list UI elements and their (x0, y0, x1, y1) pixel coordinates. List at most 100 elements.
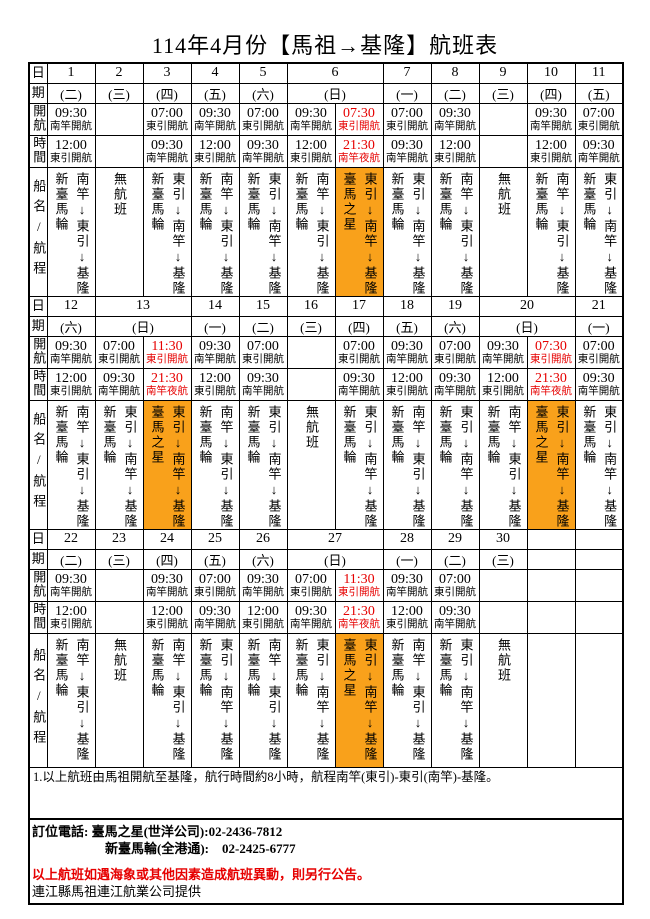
weekday-cell: (五) (574, 82, 624, 104)
departure-time: 12:00 (199, 370, 231, 386)
departure-time: 12:00 (391, 603, 423, 619)
row-label-time-bottom: 時間 (28, 600, 48, 634)
weekday-cell: (二) (46, 82, 96, 104)
departure-port: 東引開航 (577, 353, 620, 365)
departure-time-cell: 09:30 南竿開航 (190, 102, 240, 136)
ship-name: 新臺馬輪 (341, 404, 357, 465)
departure-time: 12:00 (199, 137, 231, 153)
route-text: 東引↓南竿↓基隆 (362, 637, 378, 762)
weekday-cell (574, 548, 624, 570)
departure-port: 南竿開航 (386, 353, 428, 365)
departure-time-cell: 09:30 南竿開航 (382, 568, 432, 602)
departure-time-cell: 07:30 東引開航 (526, 335, 576, 369)
departure-time-cell: 07:00 東引開航 (286, 568, 336, 602)
ship-name: 新臺馬輪 (197, 404, 213, 465)
row-label-time-top-text: 開航 (31, 569, 47, 598)
departure-time: 09:30 (391, 137, 423, 153)
departure-time-cell: 09:30 南竿開航 (46, 335, 96, 369)
ship-route-wrap: 新臺馬輪 南竿↓東引↓基隆 (432, 171, 478, 296)
row-label-time-bottom-text: 時間 (31, 601, 47, 630)
empty-cell (574, 568, 624, 602)
departure-time: 21:30 (535, 370, 567, 386)
empty-cell (94, 134, 144, 168)
row-label-date-top: 日 (28, 295, 48, 317)
departure-port: 南竿開航 (50, 120, 92, 132)
departure-time-cell: 11:30 東引開航 (142, 335, 192, 369)
departure-time: 07:00 (582, 338, 615, 354)
ship-route-wrap: 新臺馬輪 南竿↓東引↓基隆 (192, 172, 238, 296)
departure-time: 12:00 (55, 137, 87, 153)
ship-route-wrap: 新臺馬輪 南竿↓東引↓基隆 (48, 638, 94, 762)
departure-time: 09:30 (55, 105, 87, 121)
day-number-cell: 7 (382, 62, 432, 84)
departure-port: 東引開航 (290, 152, 332, 164)
ship-route-wrap: 新臺馬輪 東引↓南竿↓基隆 (432, 638, 478, 762)
departure-port: 南竿開航 (194, 618, 236, 630)
row-label-time-top-text: 開航 (31, 336, 47, 365)
departure-time: 09:30 (582, 137, 615, 153)
weekday-cell: (二) (430, 82, 480, 104)
day-number-cell: 23 (94, 528, 144, 550)
day-number-cell: 28 (382, 528, 432, 550)
departure-port: 東引開航 (530, 353, 572, 365)
departure-time: 09:30 (199, 338, 231, 354)
ship-name: 新臺馬輪 (149, 171, 165, 232)
departure-time-cell: 12:00 東引開航 (526, 134, 576, 168)
departure-time: 07:00 (247, 338, 279, 354)
ship-name: 新臺馬輪 (389, 637, 405, 698)
weekday-cell: (日) (478, 315, 576, 337)
week-section-3: 日 22 23 24 25 26 27 28 29 30 期 (二) (三) (四) (五) (六) (日) (一… (28, 528, 624, 768)
route-text: 東引↓南竿↓基隆 (602, 404, 618, 529)
route-text: 東引↓南竿↓基隆 (362, 171, 378, 296)
day-number-cell: 20 (478, 295, 576, 317)
departure-port: 東引開航 (146, 618, 188, 630)
ship-route-wrap: 新臺馬輪 東引↓南竿↓基隆 (576, 171, 622, 296)
departure-time-cell: 12:00 東引開航 (382, 600, 432, 634)
day-number-cell: 30 (478, 528, 528, 550)
ship-route-cell: 新臺馬輪 南竿↓東引↓基隆 (142, 632, 192, 768)
route-text: 東引↓南竿↓基隆 (602, 171, 618, 296)
ship-name: 新臺馬輪 (437, 171, 453, 232)
route-text: 南竿↓東引↓基隆 (218, 404, 234, 529)
ship-route-wrap: 新臺馬輪 東引↓南竿↓基隆 (192, 638, 238, 762)
ship-route-cell: 臺馬之星 東引↓南竿↓基隆 (142, 399, 192, 530)
schedule-table: 日 1 2 3 4 5 6 7 8 9 10 11 期 (二) (三) (四) (五) (六) (日) (一) (二)(… (28, 62, 624, 905)
ship-name: 新臺馬輪 (485, 404, 501, 465)
departure-port: 東引開航 (146, 353, 188, 365)
ship-route-cell: 新臺馬輪 南竿↓東引↓基隆 (382, 399, 432, 530)
departure-time-cell: 09:30 南竿開航 (526, 102, 576, 136)
ship-route-wrap: 新臺馬輪 東引↓南竿↓基隆 (96, 405, 142, 529)
departure-port: 東引開航 (194, 385, 236, 397)
weekday-cell: (日) (286, 548, 384, 570)
departure-time: 09:30 (55, 338, 87, 354)
day-number-cell: 16 (286, 295, 336, 317)
departure-time-cell: 12:00 東引開航 (190, 134, 240, 168)
departure-time-cell: 09:30 南竿開航 (430, 367, 480, 401)
empty-cell (526, 600, 576, 634)
departure-time: 09:30 (535, 105, 567, 121)
departure-time: 09:30 (487, 338, 519, 354)
departure-port: 南竿夜航 (146, 385, 188, 397)
ship-name: 新臺馬輪 (581, 171, 597, 232)
weekday-cell: (六) (430, 315, 480, 337)
departure-port: 南竿開航 (386, 152, 428, 164)
departure-time-cell: 09:30 南竿開航 (238, 367, 288, 401)
ship-route-cell: 新臺馬輪 南竿↓東引↓基隆 (526, 166, 576, 297)
weekday-cell: (六) (238, 548, 288, 570)
week-section-1: 日 1 2 3 4 5 6 7 8 9 10 11 期 (二) (三) (四) (五) (六) (日) (一) (二)(… (28, 62, 624, 297)
departure-time: 09:30 (247, 571, 279, 587)
weekday-cell: (三) (94, 548, 144, 570)
ship-name: 新臺馬輪 (53, 171, 69, 232)
ship-route-wrap: 新臺馬輪 東引↓南竿↓基隆 (240, 405, 286, 529)
day-number-cell: 26 (238, 528, 288, 550)
departure-time-cell: 09:30 南竿開航 (190, 600, 240, 634)
ship-route-wrap: 新臺馬輪 南竿↓東引↓基隆 (240, 638, 286, 762)
departure-time-cell: 09:30 南竿開航 (46, 568, 96, 602)
day-number-cell: 21 (574, 295, 624, 317)
route-text: 南竿↓東引↓基隆 (410, 637, 426, 762)
row-label-time-bottom-text: 時間 (31, 135, 47, 164)
ship-route-cell: 新臺馬輪 東引↓南竿↓基隆 (574, 166, 624, 297)
booking-phone-line1: 訂位電話: 臺馬之星(世洋公司):02-2436-7812 (32, 824, 283, 839)
departure-time: 12:00 (247, 603, 279, 619)
weekday-cell: (四) (142, 82, 192, 104)
